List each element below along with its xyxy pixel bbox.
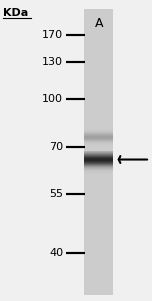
- Bar: [84, 132, 113, 133]
- Bar: [84, 140, 113, 141]
- Bar: [84, 165, 113, 166]
- Bar: [84, 172, 113, 173]
- Bar: [84, 134, 113, 135]
- Bar: [84, 149, 113, 150]
- Bar: [84, 147, 113, 148]
- Bar: [84, 175, 113, 176]
- Bar: [84, 142, 113, 143]
- Bar: [84, 177, 113, 178]
- Bar: [84, 136, 113, 137]
- Bar: [84, 127, 113, 128]
- Bar: [84, 143, 113, 144]
- Bar: [84, 148, 113, 149]
- Text: 70: 70: [49, 142, 63, 153]
- Bar: [84, 146, 113, 147]
- Bar: [84, 133, 113, 134]
- Text: KDa: KDa: [3, 8, 28, 18]
- Bar: [84, 142, 113, 143]
- Text: 55: 55: [49, 189, 63, 199]
- Bar: [84, 156, 113, 157]
- Bar: [84, 129, 113, 130]
- Bar: [84, 173, 113, 174]
- Bar: [84, 168, 113, 169]
- Bar: [84, 159, 113, 160]
- Text: 40: 40: [49, 248, 63, 258]
- Bar: [84, 138, 113, 139]
- Text: A: A: [95, 17, 103, 30]
- Bar: [84, 145, 113, 146]
- Bar: [84, 174, 113, 175]
- Bar: [84, 124, 113, 125]
- Bar: [84, 169, 113, 170]
- Bar: [84, 166, 113, 167]
- Bar: [84, 167, 113, 168]
- Bar: [84, 161, 113, 162]
- Bar: [84, 144, 113, 145]
- Bar: [84, 164, 113, 165]
- Bar: [84, 176, 113, 177]
- Bar: [84, 162, 113, 163]
- Bar: [84, 152, 113, 153]
- Bar: [84, 150, 113, 151]
- Bar: [84, 149, 113, 150]
- Bar: [84, 143, 113, 144]
- Text: 100: 100: [42, 94, 63, 104]
- Bar: [84, 153, 113, 154]
- Bar: [84, 171, 113, 172]
- Bar: [84, 130, 113, 131]
- Bar: [84, 125, 113, 126]
- Bar: [84, 126, 113, 127]
- Bar: [84, 163, 113, 164]
- Bar: [84, 146, 113, 147]
- Bar: [84, 157, 113, 158]
- Bar: [84, 128, 113, 129]
- Bar: [84, 170, 113, 171]
- Bar: [84, 137, 113, 138]
- Bar: [84, 151, 113, 152]
- Bar: [84, 9, 113, 295]
- Bar: [84, 145, 113, 146]
- Text: 130: 130: [42, 57, 63, 67]
- Bar: [84, 141, 113, 142]
- Bar: [84, 147, 113, 148]
- Bar: [84, 160, 113, 161]
- Bar: [84, 148, 113, 149]
- Bar: [84, 141, 113, 142]
- Bar: [84, 135, 113, 136]
- Bar: [84, 158, 113, 159]
- Bar: [84, 144, 113, 145]
- Text: 170: 170: [42, 29, 63, 40]
- Bar: [84, 155, 113, 156]
- Bar: [84, 154, 113, 155]
- Bar: [84, 126, 113, 127]
- Bar: [84, 139, 113, 140]
- Bar: [84, 131, 113, 132]
- Bar: [84, 123, 113, 124]
